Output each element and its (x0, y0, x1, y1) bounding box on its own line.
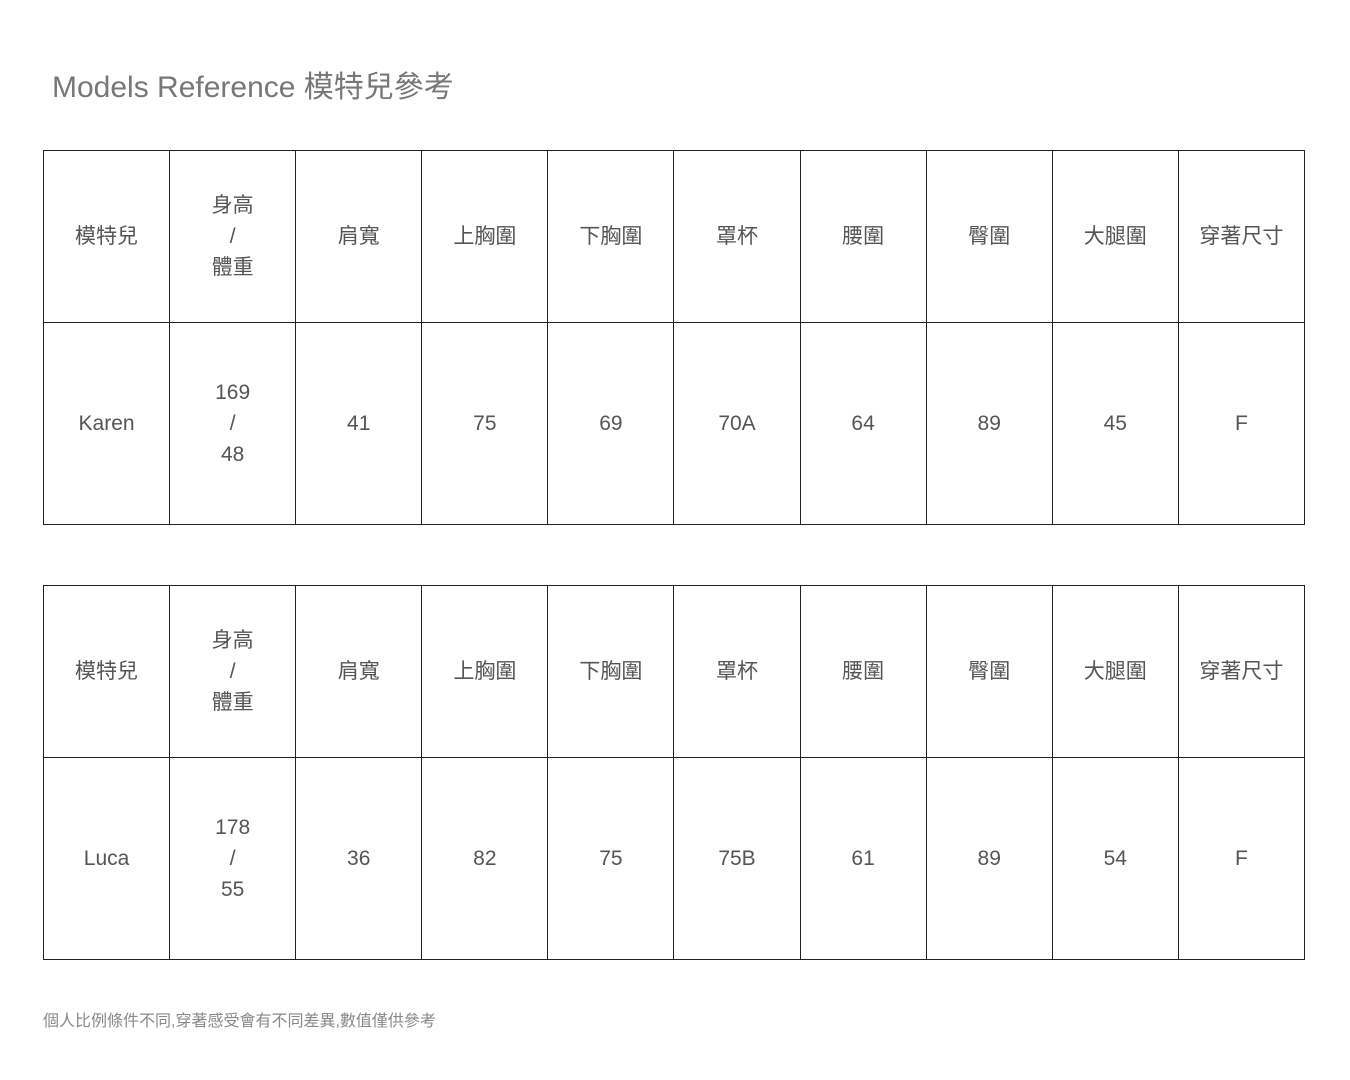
cell-cup: 75B (673, 757, 801, 960)
cell-size: F (1177, 322, 1306, 525)
header-height-weight: 身高 / 體重 (169, 150, 297, 323)
cell-shoulder: 41 (295, 322, 423, 525)
cell-waist: 64 (799, 322, 927, 525)
header-waist: 腰圍 (799, 150, 927, 323)
header-shoulder: 肩寬 (295, 585, 423, 758)
cell-waist: 61 (799, 757, 927, 960)
cell-hip: 89 (925, 322, 1053, 525)
header-size: 穿著尺寸 (1177, 150, 1306, 323)
cell-size: F (1177, 757, 1306, 960)
cell-upper-bust: 82 (421, 757, 549, 960)
table-row: Karen 169 / 48 41 75 69 70A 64 89 45 F (42, 322, 1306, 525)
cell-height-weight: 169 / 48 (169, 322, 297, 525)
header-under-bust: 下胸圍 (547, 585, 675, 758)
table-row: Luca 178 / 55 36 82 75 75B 61 89 54 F (42, 757, 1306, 960)
header-shoulder: 肩寬 (295, 150, 423, 323)
model-table-karen: 模特兒 身高 / 體重 肩寬 上胸圍 下胸圍 罩杯 腰圍 臀圍 大腿圍 穿著尺寸 Karen 169 … (42, 150, 1306, 525)
header-model: 模特兒 (42, 585, 171, 758)
header-thigh: 大腿圍 (1051, 585, 1179, 758)
cell-upper-bust: 75 (421, 322, 549, 525)
cell-shoulder: 36 (295, 757, 423, 960)
cell-cup: 70A (673, 322, 801, 525)
header-row: 模特兒 身高 / 體重 肩寬 上胸圍 下胸圍 罩杯 腰圍 臀圍 大腿圍 穿著尺寸 (42, 150, 1306, 323)
header-hip: 臀圍 (925, 150, 1053, 323)
cell-under-bust: 75 (547, 757, 675, 960)
header-hip: 臀圍 (925, 585, 1053, 758)
header-thigh: 大腿圍 (1051, 150, 1179, 323)
cell-model: Karen (42, 322, 171, 525)
model-table-luca: 模特兒 身高 / 體重 肩寬 上胸圍 下胸圍 罩杯 腰圍 臀圍 大腿圍 穿著尺寸 Luca 178 /… (42, 585, 1306, 960)
cell-height-weight: 178 / 55 (169, 757, 297, 960)
header-upper-bust: 上胸圍 (421, 150, 549, 323)
disclaimer-note: 個人比例條件不同,穿著感受會有不同差異,數值僅供參考 (43, 1013, 436, 1030)
header-under-bust: 下胸圍 (547, 150, 675, 323)
header-waist: 腰圍 (799, 585, 927, 758)
header-upper-bust: 上胸圍 (421, 585, 549, 758)
cell-thigh: 54 (1051, 757, 1179, 960)
page-title: Models Reference 模特兒參考 (52, 71, 454, 104)
header-height-weight: 身高 / 體重 (169, 585, 297, 758)
cell-model: Luca (42, 757, 171, 960)
header-model: 模特兒 (42, 150, 171, 323)
header-row: 模特兒 身高 / 體重 肩寬 上胸圍 下胸圍 罩杯 腰圍 臀圍 大腿圍 穿著尺寸 (42, 585, 1306, 758)
header-cup: 罩杯 (673, 150, 801, 323)
cell-thigh: 45 (1051, 322, 1179, 525)
header-size: 穿著尺寸 (1177, 585, 1306, 758)
header-cup: 罩杯 (673, 585, 801, 758)
cell-under-bust: 69 (547, 322, 675, 525)
cell-hip: 89 (925, 757, 1053, 960)
